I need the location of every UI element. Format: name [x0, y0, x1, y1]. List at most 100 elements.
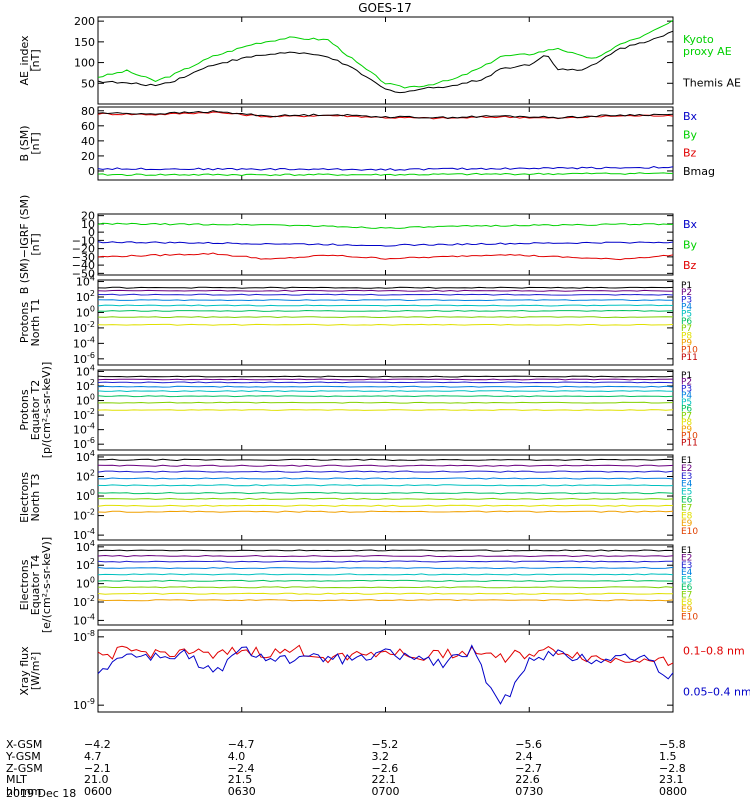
legend-label: Bz — [683, 259, 697, 272]
y-tick-label: 10-4 — [73, 335, 95, 350]
channel-line-E1 — [97, 458, 674, 462]
y-axis-label: B (SM)[nT] — [18, 125, 42, 161]
series-line-by — [97, 172, 673, 177]
channel-line-P7 — [97, 316, 674, 319]
channel-line-E4 — [97, 566, 674, 570]
y-tick-exponent: -6 — [87, 351, 95, 360]
legend-label: 0.05–0.4 nm — [683, 686, 750, 699]
y-tick-exponent: -6 — [87, 436, 95, 445]
y-axis-label-line: [W/m²] — [29, 652, 42, 690]
channel-line-P4 — [97, 299, 673, 302]
series-line-bz — [97, 252, 674, 261]
legend-label-line: 0.05–0.4 nm — [683, 686, 750, 699]
x-axis-value: 3.2 — [372, 750, 390, 763]
y-tick-exponent: 4 — [90, 274, 95, 283]
x-axis-value: 4.0 — [228, 750, 246, 763]
y-axis-label-line: [e/(cm²-s-sr-keV)] — [40, 537, 53, 633]
channel-label-P1: P1 — [681, 371, 692, 381]
y-tick-label: 104 — [76, 274, 95, 289]
channel-line-P1 — [97, 375, 674, 378]
y-tick-exponent: -2 — [87, 407, 95, 416]
y-tick-exponent: -8 — [87, 629, 95, 638]
channel-label-P5: P5 — [681, 310, 692, 320]
channel-label-E3: E3 — [681, 472, 692, 482]
channel-label-P7: P7 — [681, 411, 692, 421]
y-axis-label: ElectronsEquator T4[e/(cm²-s-sr-keV)] — [18, 537, 53, 633]
legend-label-line: Bz — [683, 259, 697, 272]
series-line-0.05-0.4-nm — [97, 644, 674, 705]
x-axis-value: −5.2 — [372, 738, 399, 751]
date-label: 2019 Dec 18 — [6, 787, 76, 800]
channel-label-P10: P10 — [681, 346, 698, 356]
x-axis-value: −2.7 — [515, 762, 542, 775]
channel-label-P8: P8 — [681, 331, 692, 341]
y-tick-label: 60 — [81, 120, 95, 133]
legend-label: 0.1–0.8 nm — [683, 645, 745, 658]
y-tick-exponent: 4 — [90, 539, 95, 548]
x-axis-row-label: X-GSM — [6, 738, 42, 751]
legend-label-line: Bx — [683, 218, 698, 231]
y-axis-label-line: North T1 — [29, 299, 42, 347]
y-tick-exponent: -4 — [87, 335, 95, 344]
y-tick-label: 100 — [76, 576, 95, 591]
x-axis-value: −5.8 — [659, 738, 686, 751]
y-axis-label-line: AE_index — [18, 35, 31, 86]
y-tick-label: 104 — [76, 539, 95, 554]
x-axis-value: 22.1 — [372, 773, 397, 786]
legend-label-line: proxy AE — [683, 45, 732, 58]
y-tick-exponent: 2 — [90, 468, 95, 477]
y-tick-label: 10-2 — [73, 407, 95, 422]
y-tick-label: 10-2 — [73, 508, 95, 523]
series-line-bx — [97, 241, 674, 247]
y-axis-label-line: Electrons — [18, 559, 31, 610]
y-axis-label: ProtonsEquator T2[p/(cm²-s-sr-keV)] — [18, 362, 53, 459]
y-axis-label-line: [nT] — [29, 132, 42, 154]
legend-label: Bmag — [683, 165, 715, 178]
channel-label-E8: E8 — [681, 511, 693, 521]
y-tick-exponent: 2 — [90, 557, 95, 566]
channel-label-P3: P3 — [681, 295, 692, 305]
legend-label-line: Themis AE — [682, 76, 741, 89]
y-tick-exponent: -2 — [87, 508, 95, 517]
plot-title: GOES-17 — [358, 1, 412, 15]
panel-frame — [97, 544, 674, 626]
x-axis-value: 0630 — [228, 785, 256, 798]
channel-label-E6: E6 — [681, 496, 693, 506]
y-axis-label: AE_index[nT] — [18, 35, 42, 86]
x-axis-row-label: Z-GSM — [6, 762, 43, 775]
y-tick-label: 10 — [81, 218, 95, 231]
y-tick-exponent: 4 — [90, 363, 95, 372]
channel-label-P8: P8 — [681, 418, 692, 428]
x-axis-value: −4.7 — [228, 738, 255, 751]
y-tick-label: 102 — [76, 378, 95, 393]
y-axis-label-line: B (SM)−IGRF (SM) — [18, 195, 31, 295]
y-tick-label: 200 — [74, 15, 95, 28]
y-axis-label-line: Protons — [18, 302, 31, 343]
y-tick-exponent: 4 — [90, 449, 95, 458]
series-line-by — [97, 222, 673, 229]
y-tick-label: 100 — [76, 488, 95, 503]
channel-label-P4: P4 — [681, 303, 692, 313]
channel-line-E8 — [97, 504, 674, 507]
channel-label-E7: E7 — [681, 503, 692, 513]
channel-line-P4 — [97, 385, 674, 388]
y-tick-exponent: -4 — [87, 612, 95, 621]
y-tick-exponent: -2 — [87, 594, 95, 603]
y-tick-label: 0 — [88, 226, 95, 239]
channel-label-P2: P2 — [681, 288, 692, 298]
x-axis-value: 22.6 — [515, 773, 540, 786]
series-line-bz — [97, 111, 674, 120]
x-axis-value: −4.2 — [84, 738, 111, 751]
y-axis-label-line: North T3 — [29, 474, 42, 522]
channel-label-E4: E4 — [681, 568, 693, 578]
x-axis-row-label: MLT — [6, 773, 27, 786]
y-tick-label: 100 — [76, 393, 95, 408]
y-tick-label: 104 — [76, 449, 95, 464]
channel-label-E10: E10 — [681, 527, 698, 537]
channel-line-E3 — [97, 470, 674, 473]
channel-label-E4: E4 — [681, 480, 693, 490]
channel-label-E5: E5 — [681, 488, 692, 498]
y-tick-label: 10-4 — [73, 612, 95, 627]
channel-label-E9: E9 — [681, 605, 693, 615]
